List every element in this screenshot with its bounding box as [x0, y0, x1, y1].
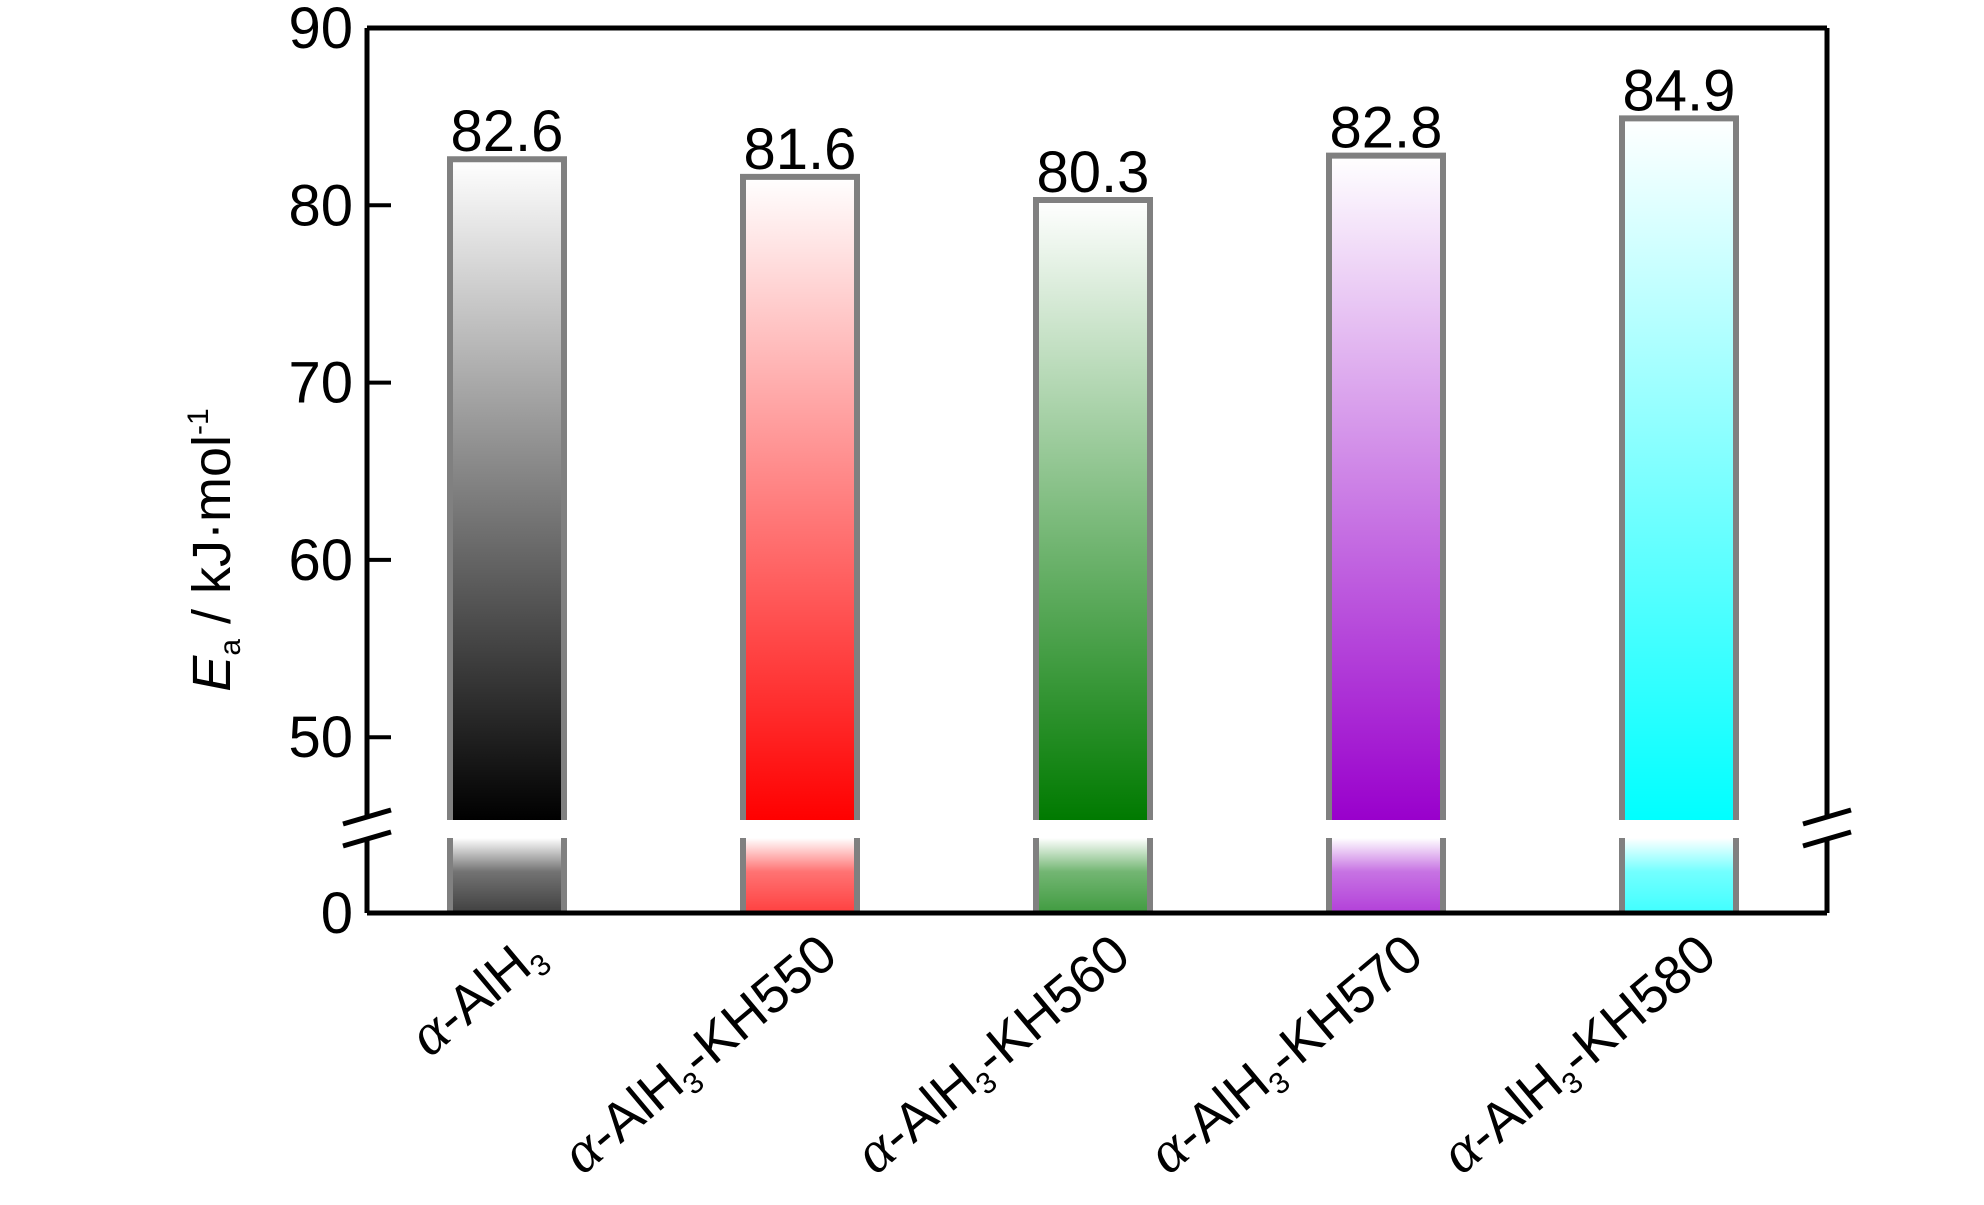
bar-outline-lower [1619, 838, 1739, 913]
value-label-5: 84.9 [1623, 58, 1736, 123]
bar-5 [1619, 115, 1739, 913]
x-axis-labels: α-AlH3α-AlH3-KH550α-AlH3-KH560α-AlH3-KH5… [396, 919, 1730, 1189]
category-label-1: α-AlH3 [396, 919, 558, 1071]
y-tick-label-0: 0 [321, 881, 353, 946]
bar-fill-lower [743, 838, 857, 913]
category-label-2: α-AlH3-KH550 [548, 919, 851, 1189]
data-labels: 82.6 81.6 80.3 82.8 84.9 [451, 58, 1736, 205]
bar-2 [740, 173, 860, 913]
value-label-2: 81.6 [744, 117, 857, 182]
bar-outline-lower [1033, 838, 1153, 913]
bar-4 [1326, 152, 1446, 913]
bar-3 [1033, 196, 1153, 913]
bar-fill-lower [1329, 838, 1443, 913]
bar-fill-lower [1036, 838, 1150, 913]
y-tick-label-90: 90 [288, 0, 353, 61]
bar-fill-upper [1329, 155, 1443, 820]
bar-fill-lower [1622, 838, 1736, 913]
value-label-4: 82.8 [1330, 96, 1443, 161]
bar-1 [447, 156, 567, 913]
y-axis-label: Ea / kJ·mol-1 [182, 408, 247, 691]
y-tick-label-50: 50 [288, 705, 353, 770]
y-tick-label-60: 60 [288, 528, 353, 593]
axis-break-right [1802, 807, 1852, 849]
category-label-3: α-AlH3-KH560 [841, 919, 1144, 1189]
bar-outline-upper [1033, 196, 1153, 820]
bar-fill-upper [450, 159, 564, 821]
y-axis: 50 60 70 80 90 0 [288, 0, 391, 946]
bars-group [447, 115, 1739, 913]
bar-fill-upper [1036, 199, 1150, 821]
bar-outline-lower [740, 838, 860, 913]
y-tick-label-80: 80 [288, 173, 353, 238]
value-label-1: 82.6 [451, 99, 564, 164]
bar-fill-upper [743, 176, 857, 821]
bar-outline-lower [1326, 838, 1446, 913]
axis-break-left [342, 807, 392, 849]
plot-frame [342, 25, 1852, 916]
bar-outline-upper [1326, 152, 1446, 820]
category-label-5: α-AlH3-KH580 [1427, 919, 1730, 1189]
bar-outline-lower [447, 838, 567, 913]
bar-outline-upper [447, 156, 567, 820]
bar-outline-upper [740, 173, 860, 820]
bar-fill-lower [450, 838, 564, 913]
bar-outline-upper [1619, 115, 1739, 820]
value-label-3: 80.3 [1037, 140, 1150, 205]
category-label-4: α-AlH3-KH570 [1134, 919, 1437, 1189]
y-tick-label-70: 70 [288, 351, 353, 416]
bar-fill-upper [1622, 118, 1736, 820]
